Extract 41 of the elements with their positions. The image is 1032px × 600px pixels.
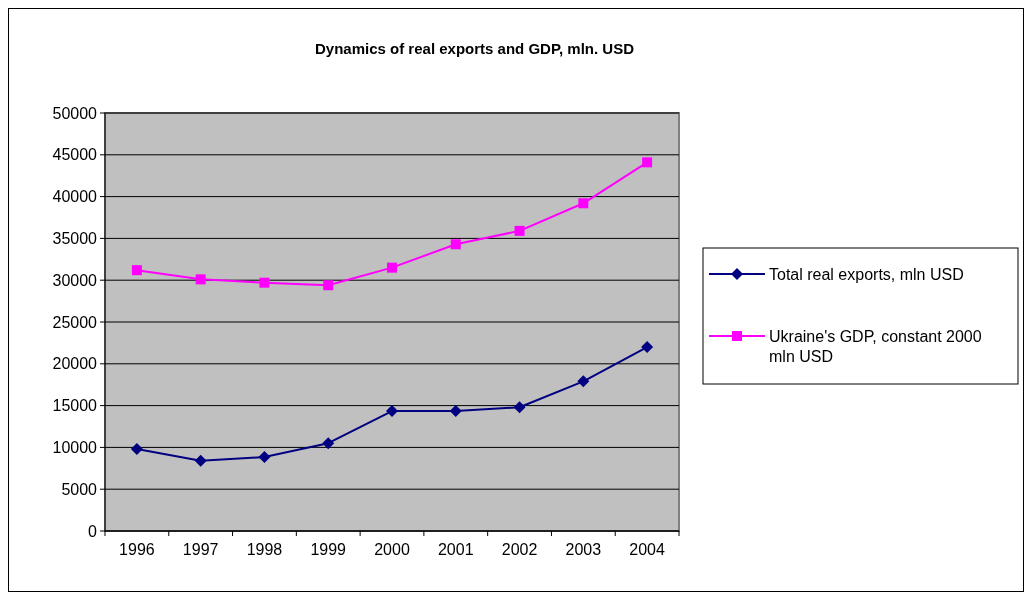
- x-tick-label: 1998: [246, 541, 283, 558]
- x-tick-label: 2003: [565, 541, 602, 558]
- point: [258, 451, 271, 464]
- point: [130, 443, 143, 456]
- x-tick-label: 1999: [310, 541, 347, 558]
- x-tick-label: 2004: [629, 541, 666, 558]
- point: [641, 341, 654, 354]
- y-tick-label: 40000: [52, 188, 98, 206]
- y-tick-label: 5000: [61, 480, 98, 498]
- y-tick-label: 20000: [52, 355, 98, 373]
- point: [386, 405, 398, 418]
- x-tick-label: 1997: [182, 541, 219, 558]
- x-tick-label: 2000: [374, 541, 410, 558]
- y-tick-label: 45000: [52, 146, 98, 164]
- legend-label: Total real exports, mln USD: [769, 265, 964, 283]
- chart-title: Dynamics of real exports and GDP, mln. USD: [315, 40, 635, 57]
- y-tick-label: 30000: [52, 271, 98, 289]
- point: [131, 265, 142, 276]
- point: [323, 280, 334, 291]
- x-tick-label: 2002: [501, 541, 538, 558]
- point: [514, 225, 525, 236]
- y-tick-label: 50000: [52, 104, 98, 122]
- x-tick-label: 2001: [437, 541, 474, 558]
- y-tick-label: 25000: [52, 313, 98, 331]
- point: [578, 198, 589, 209]
- point: [449, 405, 462, 418]
- point: [195, 274, 206, 285]
- x-tick-label: 1996: [119, 541, 155, 558]
- y-tick-label: 0: [88, 522, 98, 540]
- point: [194, 454, 207, 467]
- point: [387, 262, 397, 273]
- y-tick-label: 15000: [52, 397, 98, 415]
- point: [259, 277, 270, 288]
- point: [450, 239, 461, 250]
- y-tick-label: 35000: [52, 230, 98, 247]
- y-tick-label: 10000: [52, 439, 98, 456]
- point: [642, 157, 653, 168]
- legend-label: Ukraine's GDP, constant 2000 mln USD: [769, 327, 982, 366]
- point: [513, 401, 526, 414]
- point: [322, 437, 335, 450]
- point: [577, 375, 590, 388]
